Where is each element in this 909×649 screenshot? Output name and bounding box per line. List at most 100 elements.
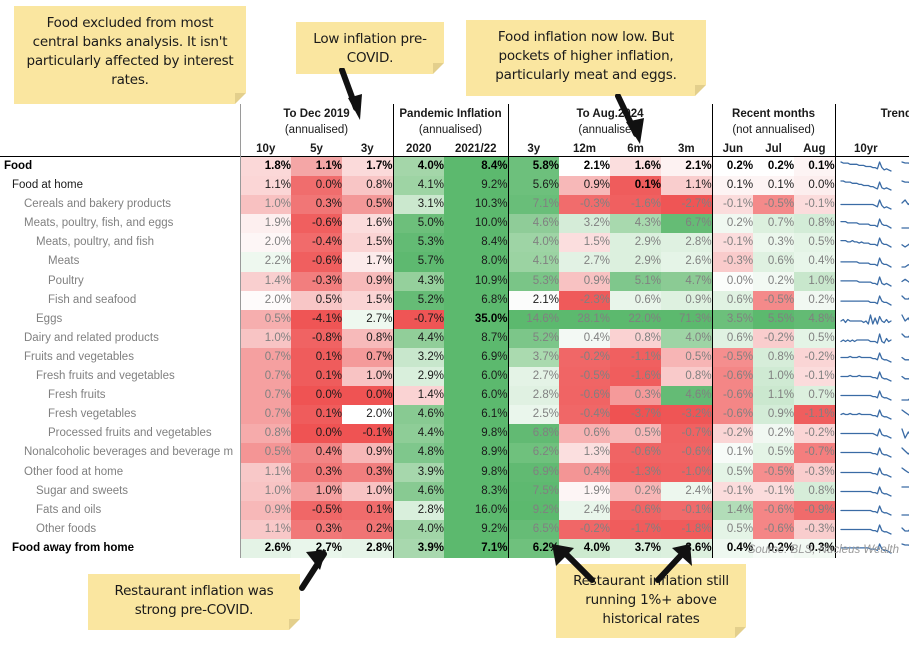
col-header-trend-10yr[interactable]: 10yr	[834, 137, 897, 157]
data-cell: 0.8%	[794, 481, 836, 501]
col-header-aug[interactable]: Aug	[803, 143, 826, 155]
sparkline-10yr	[834, 271, 897, 291]
sparkline-10yr	[834, 290, 897, 310]
row-label: Eggs	[0, 309, 240, 329]
data-cell: 10.3%	[444, 195, 508, 215]
data-cell: 3.2%	[559, 214, 610, 234]
col-header-jul[interactable]: Jul	[765, 143, 782, 155]
data-cell: 1.6%	[610, 156, 661, 177]
data-cell: -1.7%	[610, 519, 661, 539]
table-row: Fruits and vegetables 0.7% 0.1% 0.7% 3.2% 6.9…	[0, 347, 909, 368]
header-group-pandemic: Pandemic Inflation	[392, 104, 508, 121]
col-header-3y-aug2024[interactable]: 3y	[507, 137, 559, 157]
data-cell: 4.8%	[392, 443, 444, 463]
note-low-inflation: Low inflation pre-COVID.	[296, 22, 444, 74]
data-cell: 0.2%	[610, 481, 661, 501]
sparkline-12m	[896, 481, 909, 501]
data-cell: 0.4%	[291, 443, 342, 463]
data-cell: 3.5%	[711, 309, 754, 329]
data-cell: 0.0%	[794, 176, 836, 196]
data-cell: 0.9%	[559, 271, 610, 291]
row-label: Processed fruits and vegetables	[0, 424, 240, 444]
row-label: Other food at home	[0, 462, 240, 482]
data-cell: 1.9%	[559, 481, 610, 501]
data-cell: 1.5%	[342, 290, 393, 310]
arrow-restaurant-now-left	[548, 542, 596, 584]
data-cell: 4.0%	[559, 538, 610, 558]
data-cell: 0.3%	[794, 538, 836, 558]
data-cell: 0.3%	[291, 519, 342, 539]
data-cell: -2.3%	[559, 290, 610, 310]
data-cell: 1.0%	[342, 481, 393, 501]
data-cell: 5.3%	[507, 271, 559, 291]
col-header-3m[interactable]: 3m	[677, 143, 695, 155]
col-header-trend-12m[interactable]: 12m	[896, 137, 909, 157]
arrow-restaurant-now-right	[652, 542, 696, 584]
col-header-5y[interactable]: 5y	[310, 143, 323, 155]
data-cell: 1.7%	[342, 252, 393, 272]
data-cell: 5.0%	[392, 214, 444, 234]
note-fold-corner	[289, 619, 300, 630]
data-cell: -0.5%	[753, 290, 795, 310]
row-label: Meats	[0, 252, 240, 272]
col-header-6m[interactable]: 6m	[627, 143, 644, 155]
col-header-12m[interactable]: 12m	[572, 143, 597, 155]
data-cell: 2.1%	[507, 290, 559, 310]
header-sub-blank	[0, 121, 240, 137]
data-cell: 9.2%	[444, 519, 508, 539]
data-cell: -0.8%	[291, 328, 342, 348]
table-header: To Dec 2019 Pandemic Inflation To Aug.20…	[0, 104, 909, 157]
data-cell: -1.1%	[794, 405, 836, 425]
data-cell: 0.1%	[610, 176, 661, 196]
data-cell: 2.4%	[661, 481, 713, 501]
header-sub-recent-months: (not annualised)	[711, 121, 836, 137]
header-sub-pandemic: (annualised)	[392, 121, 508, 137]
data-cell: -4.1%	[291, 309, 342, 329]
data-cell: 0.5%	[610, 424, 661, 444]
data-cell: 5.3%	[392, 233, 444, 253]
data-cell: 1.5%	[559, 233, 610, 253]
sparkline-10yr	[834, 481, 897, 501]
data-cell: -0.2%	[711, 424, 754, 444]
data-cell: 0.1%	[794, 156, 836, 177]
header-group-to-aug-2024: To Aug.2024	[507, 104, 713, 121]
header-sub-to-dec-2019: (annualised)	[239, 121, 393, 137]
note-restaurant-pre-covid-text: Restaurant inflation was strong pre-COVI…	[114, 583, 274, 618]
data-cell: 3.7%	[507, 347, 559, 368]
col-header-3y-dec2019[interactable]: 3y	[360, 143, 374, 155]
col-header-2020[interactable]: 2020	[392, 137, 444, 157]
data-cell: 0.5%	[239, 309, 291, 329]
col-header-2021-22[interactable]: 2021/22	[454, 143, 497, 155]
data-cell: 0.6%	[559, 424, 610, 444]
table-row: Nonalcoholic beverages and beverage m 0.5…	[0, 443, 909, 463]
data-cell: 8.9%	[444, 443, 508, 463]
col-header-jun[interactable]: Jun	[711, 137, 754, 157]
data-cell: 4.4%	[392, 328, 444, 348]
arrow-restaurant-pre-covid	[290, 548, 330, 592]
data-cell: -0.5%	[753, 195, 795, 215]
data-cell: 1.0%	[239, 195, 291, 215]
data-cell: 0.3%	[291, 462, 342, 482]
col-header-10y[interactable]: 10y	[239, 137, 291, 157]
data-cell: 1.1%	[291, 156, 342, 177]
data-cell: 4.0%	[392, 156, 444, 177]
row-label: Food	[0, 156, 240, 177]
data-cell: 2.9%	[392, 367, 444, 387]
data-cell: -0.3%	[711, 252, 754, 272]
data-cell: 4.8%	[794, 309, 836, 329]
data-cell: -0.6%	[711, 367, 754, 387]
data-cell: 9.8%	[444, 424, 508, 444]
sparkline-12m	[896, 233, 909, 253]
data-cell: 2.4%	[559, 500, 610, 520]
note-fold-corner	[735, 627, 746, 638]
data-cell: -0.6%	[291, 252, 342, 272]
data-cell: -0.1%	[342, 424, 393, 444]
sparkline-10yr	[834, 233, 897, 253]
data-cell: 0.9%	[559, 176, 610, 196]
data-cell: 0.5%	[753, 443, 795, 463]
data-cell: 4.3%	[392, 271, 444, 291]
data-cell: 2.1%	[559, 156, 610, 177]
row-label: Cereals and bakery products	[0, 195, 240, 215]
data-cell: 0.2%	[794, 290, 836, 310]
data-cell: 0.1%	[753, 176, 795, 196]
